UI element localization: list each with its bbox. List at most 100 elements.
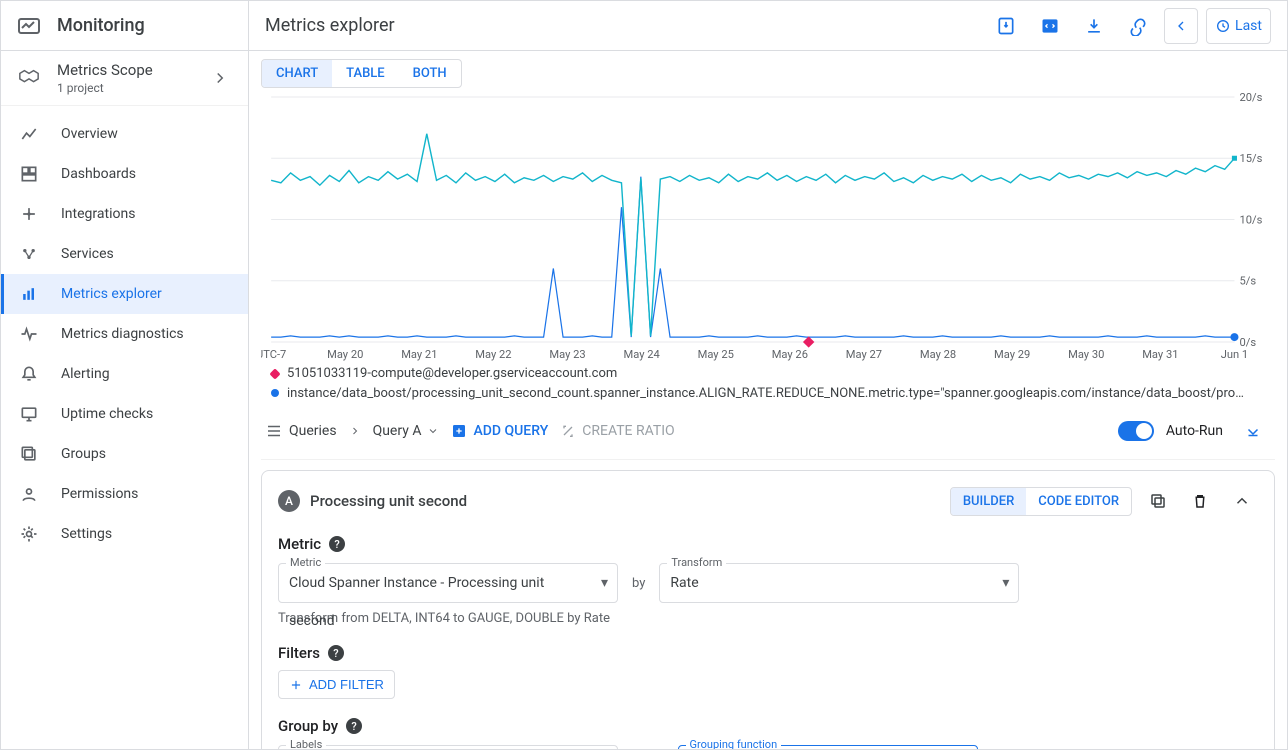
metric-field-label: Metric [286, 556, 325, 569]
sidebar-item-label: Dashboards [61, 166, 136, 182]
svg-text:May 28: May 28 [920, 348, 956, 361]
metric-section-text: Metric [278, 535, 321, 553]
svg-text:May 20: May 20 [327, 348, 363, 361]
delete-query-icon[interactable] [1184, 485, 1216, 517]
sidebar-item-permissions[interactable]: Permissions [1, 474, 248, 514]
view-tabs: CHART TABLE BOTH [261, 59, 462, 88]
top-bar: Metrics explorer Last [249, 1, 1287, 51]
labels-select[interactable]: Labels credential_id ▾ [278, 745, 618, 749]
add-query-button[interactable]: ADD QUERY [451, 423, 548, 439]
scope-icon [17, 66, 41, 90]
legend-row-1[interactable]: instance/data_boost/processing_unit_seco… [271, 384, 1275, 404]
add-query-label: ADD QUERY [473, 423, 548, 439]
link-icon[interactable] [1120, 8, 1156, 44]
help-groupby-icon[interactable]: ? [346, 718, 362, 734]
create-ratio-button[interactable]: CREATE RATIO [560, 423, 674, 439]
sidebar-item-integrations[interactable]: Integrations [1, 194, 248, 234]
filters-section-text: Filters [278, 644, 320, 662]
code-icon[interactable] [1032, 8, 1068, 44]
query-selector[interactable]: Query A [373, 423, 440, 439]
transform-field-label: Transform [667, 556, 726, 569]
query-card: A Processing unit second BUILDER CODE ED… [261, 470, 1275, 749]
svg-text:May 21: May 21 [401, 348, 437, 361]
sidebar-item-services[interactable]: Services [1, 234, 248, 274]
svg-text:May 30: May 30 [1068, 348, 1104, 361]
svg-text:May 26: May 26 [772, 348, 808, 361]
chevron-right-icon [349, 425, 361, 437]
chevron-right-icon [208, 66, 232, 90]
download-icon[interactable] [1076, 8, 1112, 44]
tab-builder[interactable]: BUILDER [951, 488, 1026, 515]
metric-row: Metric Cloud Spanner Instance - Processi… [278, 563, 1258, 603]
transform-hint: Transform from DELTA, INT64 to GAUGE, DO… [278, 611, 1258, 626]
grouping-function-select[interactable]: Grouping function Sum ▾ [678, 745, 978, 749]
create-ratio-label: CREATE RATIO [582, 423, 674, 439]
monitoring-icon [17, 14, 41, 38]
chart-up-icon [17, 122, 41, 146]
integration-icon [17, 202, 41, 226]
autorun-toggle[interactable]: ✓ [1118, 421, 1154, 441]
services-icon [17, 242, 41, 266]
scope-subtitle: 1 project [57, 81, 153, 95]
collapse-card-icon[interactable] [1226, 485, 1258, 517]
queries-label: Queries [289, 423, 337, 439]
sidebar-item-groups[interactable]: Groups [1, 434, 248, 474]
tab-table[interactable]: TABLE [332, 60, 399, 87]
sidebar-item-metrics-explorer[interactable]: Metrics explorer [1, 274, 248, 314]
svg-text:May 25: May 25 [698, 348, 734, 361]
queries-button[interactable]: Queries [265, 422, 337, 440]
svg-text:UTC-7: UTC-7 [261, 348, 286, 361]
scope-text: Metrics Scope 1 project [57, 61, 153, 95]
help-filters-icon[interactable]: ? [328, 645, 344, 661]
pulse-icon [17, 322, 41, 346]
sidebar-item-overview[interactable]: Overview [1, 114, 248, 154]
sidebar-header: Monitoring [1, 1, 248, 51]
metric-select[interactable]: Metric Cloud Spanner Instance - Processi… [278, 563, 618, 603]
sidebar-item-label: Integrations [61, 206, 135, 222]
page-title: Metrics explorer [265, 15, 980, 36]
sidebar-item-label: Services [61, 246, 114, 262]
save-chart-icon[interactable] [988, 8, 1024, 44]
metrics-scope[interactable]: Metrics Scope 1 project [1, 51, 248, 106]
gear-icon [17, 522, 41, 546]
query-badge: A [278, 490, 300, 512]
sidebar-item-uptime-checks[interactable]: Uptime checks [1, 394, 248, 434]
time-prev-button[interactable] [1164, 8, 1198, 44]
legend-row-0[interactable]: 51051033119-compute@developer.gserviceac… [271, 364, 1275, 384]
bell-icon [17, 362, 41, 386]
sidebar-item-metrics-diagnostics[interactable]: Metrics diagnostics [1, 314, 248, 354]
bars-icon [17, 282, 41, 306]
groupby-section-text: Group by [278, 717, 338, 735]
tab-both[interactable]: BOTH [399, 60, 461, 87]
monitor-icon [17, 402, 41, 426]
grouping-field-label: Grouping function [686, 738, 782, 749]
metric-section-label: Metric ? [278, 535, 1258, 553]
sidebar-item-label: Overview [61, 126, 118, 142]
svg-text:May 29: May 29 [994, 348, 1030, 361]
scope-title: Metrics Scope [57, 61, 153, 79]
tab-code-editor[interactable]: CODE EDITOR [1026, 488, 1131, 515]
current-query-label: Query A [373, 423, 422, 439]
svg-text:5/s: 5/s [1240, 275, 1257, 288]
sidebar-item-settings[interactable]: Settings [1, 514, 248, 554]
add-filter-button[interactable]: ADD FILTER [278, 670, 395, 699]
dashboard-icon [17, 162, 41, 186]
query-card-header: A Processing unit second BUILDER CODE ED… [278, 485, 1258, 517]
legend-text-0: 51051033119-compute@developer.gserviceac… [287, 364, 617, 384]
time-range-button[interactable]: Last [1206, 8, 1271, 44]
duplicate-query-icon[interactable] [1142, 485, 1174, 517]
autorun-label: Auto-Run [1166, 423, 1223, 439]
chart-area: 0/s5/s10/s15/s20/sUTC-7May 20May 21May 2… [261, 92, 1275, 362]
sidebar-item-dashboards[interactable]: Dashboards [1, 154, 248, 194]
sidebar-item-label: Permissions [61, 486, 138, 502]
sidebar: Monitoring Metrics Scope 1 project Overv… [1, 1, 249, 749]
sidebar-item-label: Uptime checks [61, 406, 153, 422]
transform-select[interactable]: Transform Rate ▾ [659, 563, 1019, 603]
help-metric-icon[interactable]: ? [329, 536, 345, 552]
collapse-icon[interactable] [1235, 413, 1271, 449]
filters-section-label: Filters ? [278, 644, 1258, 662]
svg-text:20/s: 20/s [1240, 92, 1263, 104]
tab-chart[interactable]: CHART [262, 60, 332, 87]
legend-marker-1-icon [271, 389, 279, 397]
sidebar-item-alerting[interactable]: Alerting [1, 354, 248, 394]
